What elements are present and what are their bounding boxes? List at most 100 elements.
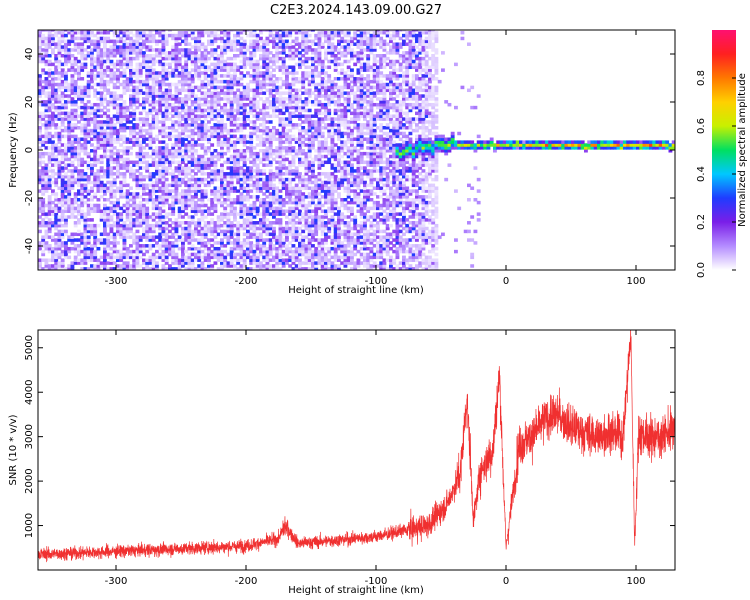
spectrogram-cell: [213, 33, 218, 38]
spectrogram-cell: [177, 126, 182, 130]
spectrogram-cell: [86, 166, 91, 170]
spectrogram-cell: [233, 62, 237, 67]
spectrogram-cell: [83, 48, 88, 52]
spectrogram-cell: [103, 131, 107, 136]
spectrogram-cell: [298, 261, 302, 265]
spectrogram-cell: [272, 74, 276, 78]
spectrogram-cell: [116, 102, 120, 107]
spectrogram-cell: [158, 128, 163, 133]
spectrogram-cell: [190, 30, 195, 32]
spectrogram-cell: [265, 174, 270, 179]
spectrogram-cell: [122, 244, 127, 248]
spectrogram-cell: [190, 128, 195, 133]
spectrogram-cell: [177, 258, 182, 262]
spectrogram-cell: [311, 160, 315, 165]
spectrogram-cell: [281, 198, 286, 202]
spectrogram-cell: [278, 65, 283, 69]
spectrogram-cell: [242, 223, 247, 228]
spectrogram-cell: [103, 39, 107, 44]
spectrogram-cell: [54, 117, 59, 121]
spectrogram-cell: [304, 74, 309, 78]
spectrogram-cell: [106, 267, 111, 270]
spectrogram-cell: [116, 117, 120, 121]
spectrogram-cell: [47, 246, 52, 251]
spectrogram-cell: [51, 249, 55, 254]
spectrogram-cell: [138, 160, 143, 165]
spectrogram-cell: [249, 62, 254, 67]
spectrogram-cell: [51, 123, 55, 127]
spectrogram-cell: [38, 82, 42, 87]
spectrogram-cell: [47, 94, 52, 98]
spectrogram-cell: [119, 117, 124, 121]
spectrogram-cell: [307, 120, 312, 124]
spectrogram-cell: [138, 186, 143, 190]
spectrogram-cell: [194, 59, 198, 64]
spectrogram-cell: [138, 246, 143, 251]
spectrogram-cell: [158, 111, 163, 116]
spectrogram-cell: [252, 203, 257, 208]
spectrogram-cell: [93, 160, 98, 165]
spectrogram-cell: [197, 39, 202, 44]
spectrogram-cell: [64, 200, 68, 205]
spectrogram-cell: [151, 226, 156, 231]
spectrogram-cell: [161, 68, 166, 72]
spectrogram-cell: [64, 77, 68, 81]
spectrogram-cell: [288, 221, 293, 225]
spectrogram-cell: [262, 249, 267, 254]
spectrogram-cell: [190, 56, 195, 61]
spectrogram-cell: [242, 117, 247, 121]
spectrogram-cell: [229, 45, 234, 49]
spectrogram-cell: [278, 149, 283, 153]
spectrogram-cell: [229, 140, 234, 144]
spectrogram-cell: [125, 146, 130, 150]
spectrogram-cell: [259, 45, 263, 49]
spectrogram-cell: [64, 174, 68, 179]
spectrogram-cell: [161, 215, 166, 219]
spectrogram-cell: [262, 65, 267, 69]
spectrogram-cell: [135, 91, 140, 95]
spectrogram-cell: [281, 82, 286, 87]
spectrogram-cell: [77, 85, 81, 90]
spectrogram-cell: [60, 203, 65, 208]
spectrogram-cell: [116, 134, 120, 139]
spectrogram-cell: [223, 192, 228, 196]
spectrogram-cell: [311, 186, 315, 190]
spectrogram-cell: [291, 123, 296, 127]
spectrogram-cell: [142, 123, 146, 127]
spectrogram-cell: [112, 195, 117, 199]
spectrogram-cell: [132, 74, 137, 78]
spectrogram-cell: [129, 111, 133, 116]
spectrogram-cell: [252, 88, 257, 93]
spectrogram-cell: [158, 146, 163, 150]
spectrogram-cell: [67, 131, 72, 136]
spectrogram-cell: [109, 149, 114, 153]
spectrogram-cell: [177, 143, 182, 147]
spectrogram-cell: [41, 151, 46, 156]
spectrogram-cell: [304, 36, 309, 41]
spectrogram-cell: [311, 267, 315, 270]
spectrogram-cell: [86, 30, 91, 32]
spectrogram-cell: [288, 255, 293, 260]
spectrogram-cell: [249, 140, 254, 144]
spectrogram-cell: [285, 195, 289, 199]
spectrogram-cell: [200, 215, 205, 219]
spectrogram-cell: [112, 249, 117, 254]
spectrogram-cell: [38, 174, 42, 179]
spectrogram-cell: [181, 192, 185, 196]
spectrogram-cell: [93, 39, 98, 44]
spectrogram-cell: [194, 39, 198, 44]
spectrogram-cell: [158, 218, 163, 222]
spectrogram-cell: [83, 221, 88, 225]
spectrogram-cell: [236, 79, 241, 84]
spectrogram-cell: [64, 51, 68, 55]
spectrogram-cell: [161, 218, 166, 222]
spectrogram-cell: [203, 232, 208, 237]
spectrogram-cell: [64, 59, 68, 64]
spectrogram-cell: [268, 264, 273, 268]
spectrogram-cell: [109, 267, 114, 270]
spectrogram-cell: [249, 174, 254, 179]
spectrogram-cell: [301, 235, 306, 239]
spectrogram-cell: [200, 218, 205, 222]
spectrogram-cell: [168, 172, 172, 176]
